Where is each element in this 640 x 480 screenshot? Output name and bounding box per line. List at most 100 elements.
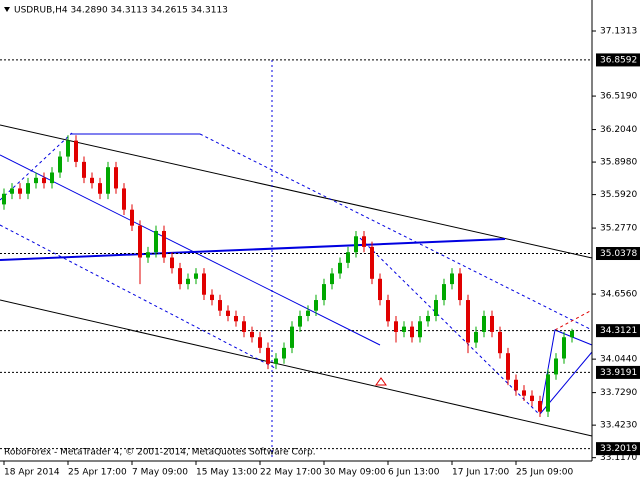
trend-line [539, 329, 593, 415]
candle-body [18, 188, 22, 194]
candle-body [146, 252, 150, 258]
candle-body [362, 236, 366, 247]
candle-body [242, 321, 246, 332]
candle-body [274, 358, 278, 364]
candle-body [170, 257, 174, 269]
y-tick-label: 36.5190 [600, 92, 637, 102]
candle-body [474, 331, 478, 343]
candle-body [458, 273, 462, 301]
candle-body [522, 390, 526, 396]
candle-body [322, 284, 326, 301]
x-tick-label: 7 May 09:00 [132, 468, 188, 478]
y-tick-label: 33.4230 [600, 421, 637, 431]
candle-body [114, 167, 118, 189]
trend-line [0, 224, 276, 369]
trend-line [0, 132, 73, 201]
candle-body [186, 278, 190, 285]
analysis-drawings [0, 60, 593, 460]
candle-body [442, 284, 446, 301]
candle-body [394, 321, 398, 332]
candle-body [450, 273, 454, 285]
candle-body [354, 236, 358, 253]
candle-body [378, 278, 382, 301]
trend-line [0, 238, 506, 261]
candle-body [130, 209, 134, 226]
candle-body [34, 177, 38, 184]
level-label-box [596, 324, 640, 338]
level-label-box [596, 442, 640, 456]
level-label: 34.3121 [600, 326, 637, 336]
candle-body [290, 326, 294, 348]
copyright: RoboForex - MetaTrader 4, © 2001-2014, M… [4, 448, 316, 458]
y-tick-label: 33.7290 [600, 388, 637, 398]
candle-body [10, 188, 14, 194]
y-tick-label: 33.1170 [600, 453, 637, 463]
x-tick-label: 17 Jun 17:00 [452, 468, 509, 478]
candle-body [162, 230, 166, 258]
candle-body [386, 300, 390, 322]
candle-body [218, 300, 222, 311]
candle-body [514, 379, 518, 391]
candle-body [50, 172, 54, 184]
candle-body [210, 294, 214, 301]
candle-body [434, 300, 438, 316]
x-tick-label: 15 May 13:00 [196, 468, 258, 478]
candle-body [26, 183, 30, 194]
trend-line [0, 154, 381, 346]
level-label: 36.8592 [600, 55, 637, 65]
candle-body [250, 331, 254, 338]
level-label-box [596, 365, 640, 379]
candle-body [498, 331, 502, 354]
candle-body [106, 167, 110, 194]
y-tick-label: 36.2040 [600, 125, 637, 135]
candle-body [2, 193, 6, 205]
x-tick-label: 18 Apr 2014 [4, 468, 60, 478]
x-tick-label: 6 Jun 13:00 [388, 468, 440, 478]
y-tick-label: 35.2770 [600, 224, 637, 234]
x-tick-label: 30 May 09:00 [324, 468, 386, 478]
candle-body [530, 395, 534, 402]
candle-body [178, 268, 182, 285]
menu-icon[interactable] [4, 7, 10, 12]
candle-body [266, 347, 270, 364]
candle-body [74, 140, 78, 162]
candle-body [194, 273, 198, 279]
y-tick-label: 37.1313 [600, 27, 637, 37]
candle-body [506, 353, 510, 380]
level-label: 35.0378 [600, 249, 637, 259]
chart-title: USDRUB,H4 34.2890 34.3113 34.2615 34.311… [14, 6, 228, 16]
candle-body [482, 315, 486, 332]
candle-body [154, 230, 158, 253]
candle-body [226, 310, 230, 316]
candle-body [370, 246, 374, 279]
trend-line [0, 124, 593, 259]
trend-line [0, 299, 593, 437]
candle-body [466, 300, 470, 343]
candle-body [138, 225, 142, 258]
arrow [375, 377, 387, 386]
y-tick-label: 35.8980 [600, 158, 637, 168]
x-tick-label: 25 Jun 09:00 [516, 468, 573, 478]
level-label-box [596, 53, 640, 67]
level-label: 33.9191 [600, 368, 637, 378]
plot [0, 59, 592, 450]
candle-body [546, 374, 550, 412]
candle-body [202, 273, 206, 295]
candle-body [418, 321, 422, 338]
trend-line [359, 237, 541, 416]
candle-body [282, 347, 286, 359]
candle-body [42, 177, 46, 184]
candle-body [306, 310, 310, 316]
candle-body [82, 161, 86, 178]
candle-body [234, 315, 238, 322]
candle-body [562, 337, 566, 359]
candle-body [402, 326, 406, 332]
trend-line [554, 309, 593, 331]
candle-body [58, 156, 62, 173]
y-tick-label: 34.6560 [600, 290, 637, 300]
candle-body [338, 262, 342, 274]
level-label: 33.2019 [600, 444, 637, 454]
x-tick-label: 25 Apr 17:00 [68, 468, 127, 478]
